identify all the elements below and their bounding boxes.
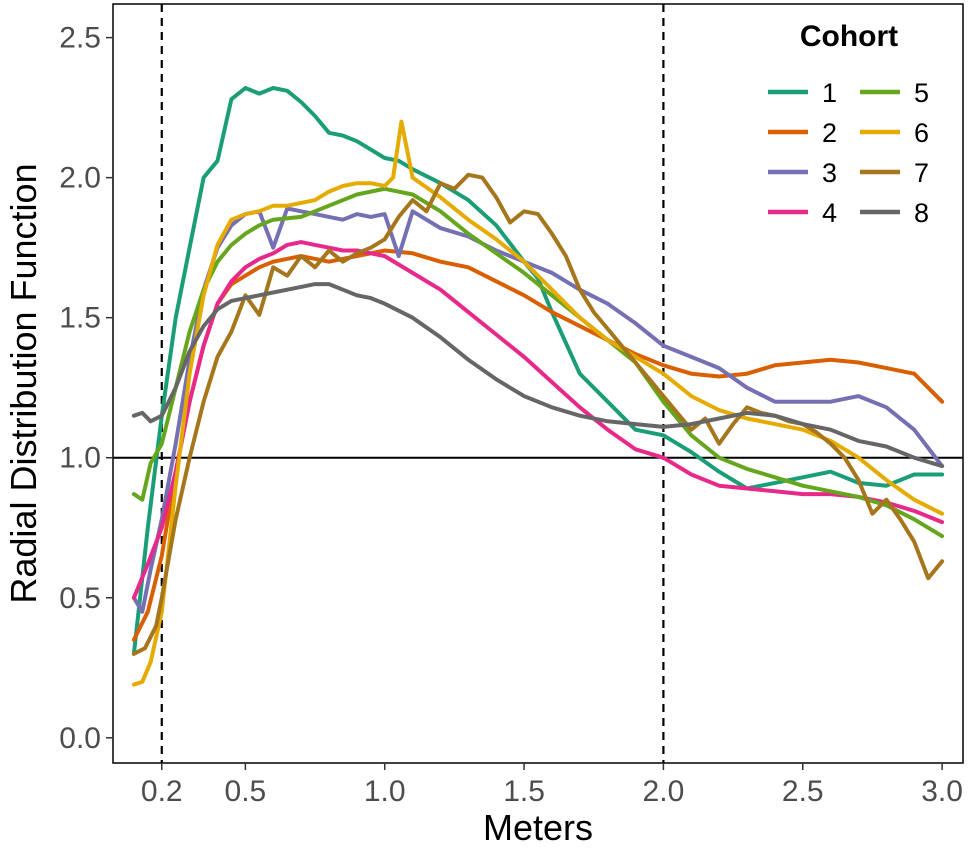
panel-border — [112, 3, 964, 764]
series-line-cohort-4 — [131, 240, 945, 600]
y-tick-label: 1.0 — [59, 442, 101, 475]
legend-item-cohort-2: 2 — [768, 118, 837, 148]
legend-label-cohort-4: 4 — [822, 198, 837, 228]
x-tick-label: 1.0 — [364, 775, 406, 808]
x-tick-label: 0.5 — [225, 775, 267, 808]
legend-label-cohort-6: 6 — [914, 118, 929, 148]
y-tick-label: 1.5 — [59, 302, 101, 335]
legend-label-cohort-7: 7 — [914, 158, 929, 188]
legend: Cohort 1 2 3 4 5 6 7 8 — [768, 20, 929, 228]
legend-item-cohort-1: 1 — [768, 78, 837, 108]
series-line-cohort-8 — [131, 282, 945, 469]
x-tick-label: 3.0 — [921, 775, 963, 808]
y-axis-title: Radial Distribution Function — [3, 163, 44, 603]
y-tick-label: 2.5 — [59, 22, 101, 55]
axes: 0.2 0.5 1.0 1.5 2.0 2.5 3.0 0.0 0.5 1.0 1.5 2.0 2.5 — [59, 3, 964, 808]
x-tick-label: 0.2 — [141, 775, 183, 808]
legend-item-cohort-8: 8 — [860, 198, 929, 228]
legend-item-cohort-7: 7 — [860, 158, 929, 188]
legend-label-cohort-3: 3 — [822, 158, 837, 188]
legend-label-cohort-5: 5 — [914, 78, 929, 108]
x-tick-label: 1.5 — [503, 775, 545, 808]
legend-item-cohort-6: 6 — [860, 118, 929, 148]
legend-item-cohort-3: 3 — [768, 158, 837, 188]
legend-label-cohort-8: 8 — [914, 198, 929, 228]
plot-area — [113, 4, 963, 763]
y-tick-label: 0.0 — [59, 722, 101, 755]
y-tick-label: 2.0 — [59, 162, 101, 195]
x-axis-title: Meters — [483, 807, 593, 848]
y-tick-label: 0.5 — [59, 582, 101, 615]
legend-label-cohort-1: 1 — [822, 78, 837, 108]
legend-item-cohort-4: 4 — [768, 198, 837, 228]
series-line-cohort-6 — [131, 119, 945, 687]
x-tick-label: 2.5 — [782, 775, 824, 808]
legend-title: Cohort — [800, 20, 898, 53]
x-tick-label: 2.0 — [643, 775, 685, 808]
legend-label-cohort-2: 2 — [822, 118, 837, 148]
legend-item-cohort-5: 5 — [860, 78, 929, 108]
series-line-cohort-5 — [131, 186, 945, 539]
